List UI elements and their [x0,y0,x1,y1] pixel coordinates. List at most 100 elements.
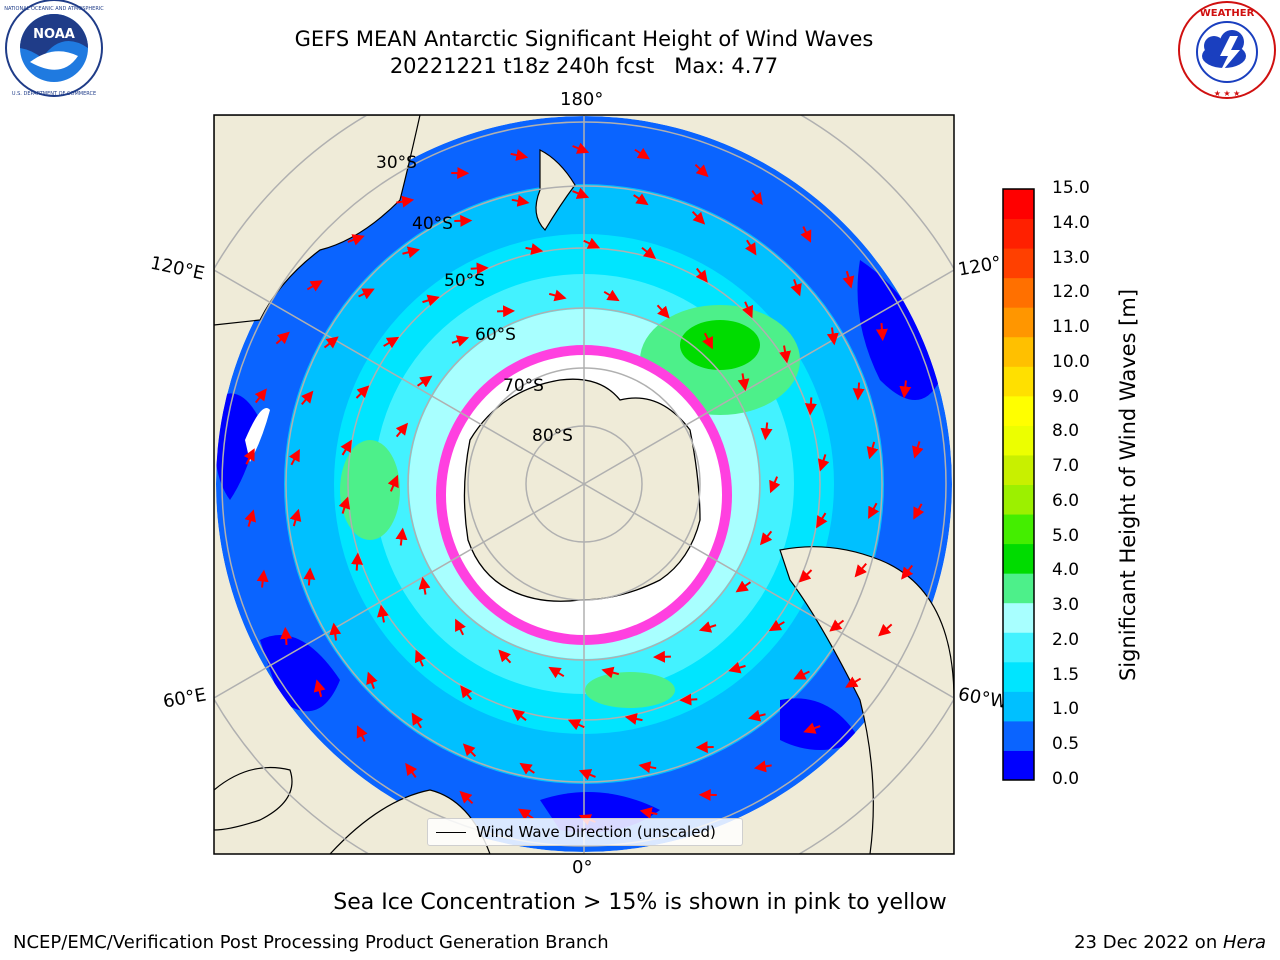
wave-direction-arrow [816,512,828,529]
colorbar-band [1003,543,1034,574]
wave-direction-arrow [498,649,512,664]
wave-direction-arrow [737,373,750,392]
colorbar-band [1003,573,1034,604]
svg-text:NOAA: NOAA [33,27,75,42]
lat-label-70s: 70°S [503,376,544,396]
lon-label-0: 0° [572,857,593,878]
noaa-logo: NOAA NATIONAL OCEANIC AND ATMOSPHERIC U.… [4,0,104,97]
antarctica [463,378,701,602]
colorbar [1002,188,1035,781]
svg-text:U.S. DEPARTMENT OF COMMERCE: U.S. DEPARTMENT OF COMMERCE [12,91,96,97]
map-frame [213,114,955,855]
lat-label-60s: 60°S [475,325,516,345]
wave-direction-arrow [288,448,300,466]
wave-direction-arrow [750,190,763,206]
new-zealand [535,149,576,231]
wave-direction-arrow [826,327,839,346]
wave-direction-arrow [842,270,855,289]
wave-direction-arrow [340,439,352,456]
colorbar-tick-label: 14.0 [1052,212,1090,233]
colorbar-band [1003,661,1034,692]
colorbar-band [1003,750,1034,781]
colorbar-tick-label: 1.5 [1052,664,1080,685]
colorbar-tick-label: 0.5 [1052,734,1080,755]
wave-direction-arrow [548,289,567,302]
wave-direction-arrow [759,530,773,546]
colorbar-tick-label: 6.0 [1052,490,1080,511]
wave-direction-arrow [405,762,418,778]
chart-title: GEFS MEAN Antarctic Significant Height o… [295,26,874,80]
wave-direction-arrow [779,345,791,364]
wave-direction-arrow [411,712,424,729]
wave-direction-arrow [868,502,880,520]
wave-direction-arrow [913,503,925,520]
wave-direction-arrow [244,509,256,527]
wave-direction-arrow [548,666,565,679]
wave-direction-arrow [817,454,830,472]
wave-direction-arrow [462,743,477,758]
wave-direction-arrow [912,441,924,459]
wave-direction-arrow [254,388,267,404]
colorbar-band [1003,395,1034,426]
colorbar-band [1003,336,1034,367]
wave-direction-arrow [303,567,316,586]
wave-direction-arrow [866,441,879,460]
wave-direction-arrow [748,709,766,722]
wave-direction-arrow [634,147,651,160]
wave-direction-arrow [470,262,489,275]
wave-direction-arrow [804,397,817,416]
colorbar-tick-label: 9.0 [1052,386,1080,407]
wave-direction-arrow [243,448,255,465]
wave-direction-arrow [798,569,813,583]
svg-text:WEATHER: WEATHER [1200,8,1255,19]
wave-direction-arrow [694,163,709,178]
sea-ice-note: Sea Ice Concentration > 15% is shown in … [333,890,947,915]
wave-direction-arrow [383,336,400,349]
wave-direction-arrow [323,336,339,349]
wave-direction-arrow [519,762,535,775]
wave-direction-arrow [395,527,408,546]
wave-direction-arrow [306,280,323,292]
wave-direction-arrow [901,564,914,580]
map-legend: Wind Wave Direction (unscaled) [427,818,743,846]
colorbar-band [1003,602,1034,633]
colorbar-band [1003,189,1034,220]
wave-direction-arrow [854,562,867,578]
wave-direction-arrow [728,661,746,674]
wave-direction-arrow [829,619,845,632]
wave-direction-arrow [899,380,912,399]
wave-direction-arrow [338,496,351,514]
colorbar-tick-label: 13.0 [1052,247,1090,268]
colorbar-band [1003,514,1034,545]
colorbar-tick-label: 1.0 [1052,699,1080,720]
wave-direction-arrow [347,234,365,246]
wave-direction-arrow [387,474,399,492]
wave-direction-arrow [769,476,781,494]
wave-direction-arrow [377,604,389,623]
nws-logo: WEATHER ★ ★ ★ [1178,1,1276,99]
lon-label-180: 180° [560,89,604,110]
wave-direction-arrow [422,294,440,307]
wave-direction-arrow [451,335,470,347]
lat-label-80s: 80°S [532,426,573,446]
colorbar-tick-label: 0.0 [1052,769,1080,789]
wave-direction-arrow [878,623,893,637]
wave-direction-arrow [742,301,753,319]
wave-direction-arrow [396,195,415,208]
wave-direction-arrow [366,671,378,689]
wave-direction-arrow [572,187,590,199]
colorbar-tick-label: 3.0 [1052,595,1080,616]
wave-direction-arrow [275,331,290,345]
wave-direction-arrow [416,375,433,388]
wave-direction-arrow [583,237,601,249]
colorbar-tick-label: 2.0 [1052,629,1080,650]
wave-direction-arrow [517,808,534,821]
wave-direction-arrow [800,226,812,243]
svg-text:NATIONAL OCEANIC AND ATMOSPHER: NATIONAL OCEANIC AND ATMOSPHERIC [4,6,104,12]
legend-label: Wind Wave Direction (unscaled) [476,823,716,841]
wave-direction-arrow [735,580,752,593]
wave-direction-arrow [638,761,657,774]
colorbar-band [1003,366,1034,397]
wave-direction-arrow [511,194,530,207]
wave-direction-arrow [525,243,544,255]
